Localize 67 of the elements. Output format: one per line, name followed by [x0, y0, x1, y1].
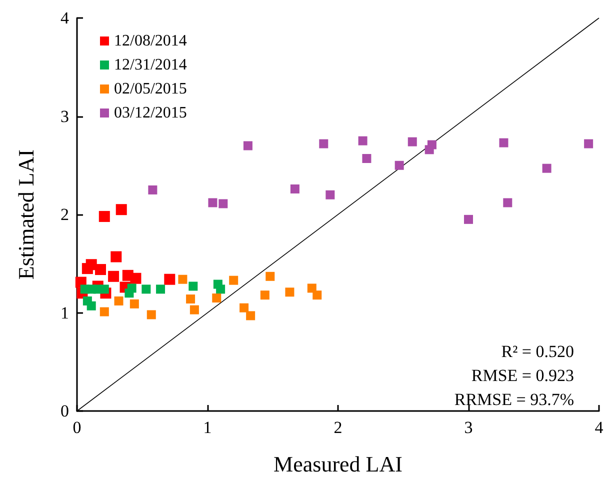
y-tick-label: 3 [60, 106, 69, 126]
point [186, 294, 196, 304]
point [98, 210, 110, 222]
x-tick-label: 4 [594, 418, 604, 437]
x-tick-label: 1 [203, 418, 212, 437]
point [260, 290, 270, 300]
legend-label: 12/31/2014 [114, 56, 187, 74]
point [116, 204, 127, 216]
point [100, 307, 109, 316]
x-tick-label: 2 [334, 418, 342, 437]
x-axis-title: Measured LAI [274, 452, 402, 476]
point [190, 305, 199, 314]
point [326, 190, 335, 200]
point [86, 301, 96, 310]
point [100, 284, 109, 294]
point [216, 284, 226, 294]
point [110, 251, 122, 262]
y-tick-label: 4 [60, 8, 70, 28]
point [130, 272, 142, 284]
annotation: R² = 0.520 [501, 342, 574, 361]
point [156, 284, 166, 294]
point [362, 154, 372, 163]
point [240, 303, 249, 312]
point [146, 310, 156, 320]
point [94, 264, 106, 276]
y-tick-label: 1 [60, 303, 69, 322]
point [108, 270, 120, 282]
point [464, 214, 473, 224]
point [82, 263, 93, 274]
point [394, 160, 404, 170]
point [229, 276, 238, 285]
point [427, 140, 436, 150]
point [584, 139, 594, 148]
point [285, 288, 294, 297]
point [499, 138, 508, 148]
annotation: RMSE = 0.923 [471, 366, 574, 385]
point [148, 185, 158, 194]
point [312, 290, 322, 300]
x-tick-label: 0 [72, 418, 82, 437]
point [218, 199, 228, 208]
point [542, 164, 552, 173]
legend-label: 12/08/2014 [114, 32, 187, 50]
legend-label: 02/05/2015 [114, 80, 187, 98]
point [164, 274, 176, 285]
point [290, 184, 300, 194]
point [178, 274, 188, 284]
point [142, 284, 151, 294]
point [212, 294, 222, 303]
point [114, 296, 124, 306]
point [307, 284, 316, 293]
x-tick-label: 3 [464, 418, 473, 437]
point [130, 299, 139, 308]
point [246, 311, 256, 320]
point [188, 282, 198, 291]
annotation: RRMSE = 93.7% [454, 390, 574, 409]
point [358, 136, 368, 146]
point [208, 198, 218, 208]
legend-label: 03/12/2015 [114, 104, 187, 122]
point [503, 198, 512, 208]
y-tick-label: 0 [60, 402, 69, 420]
point [408, 137, 417, 146]
point [243, 141, 252, 150]
point [319, 139, 328, 148]
point [124, 288, 134, 298]
y-axis-title: Estimated LAI [14, 149, 38, 280]
y-tick-label: 2 [60, 205, 69, 224]
point [266, 272, 275, 281]
